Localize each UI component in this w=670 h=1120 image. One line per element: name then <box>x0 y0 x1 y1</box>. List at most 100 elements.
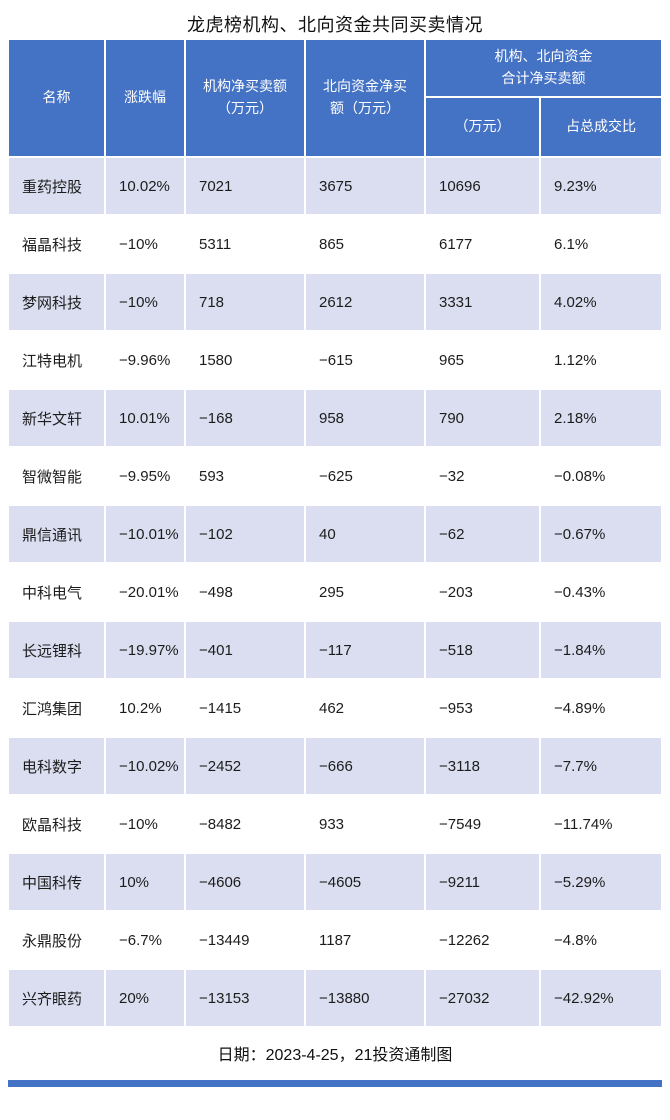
cell-change-pct: 10.01% <box>104 388 186 448</box>
cell-stock-name: 江特电机 <box>7 330 106 390</box>
table-row: 重药控股 10.02% 7021 3675 10696 9.23% <box>7 156 663 216</box>
cell-stock-name: 梦网科技 <box>7 272 106 332</box>
cell-change-pct: −20.01% <box>104 562 186 622</box>
cell-northbound-net: −13880 <box>304 968 426 1028</box>
cell-combined-net: −518 <box>424 620 541 680</box>
cell-combined-net: −27032 <box>424 968 541 1028</box>
cell-turnover-ratio: −0.08% <box>539 446 663 506</box>
cell-stock-name: 智微智能 <box>7 446 106 506</box>
cell-stock-name: 兴齐眼药 <box>7 968 106 1028</box>
cell-change-pct: −9.96% <box>104 330 186 390</box>
cell-change-pct: −10.02% <box>104 736 186 796</box>
cell-northbound-net: 2612 <box>304 272 426 332</box>
cell-stock-name: 汇鸿集团 <box>7 678 106 738</box>
cell-combined-net: 3331 <box>424 272 541 332</box>
cell-northbound-net: −625 <box>304 446 426 506</box>
table-row: 汇鸿集团 10.2% −1415 462 −953 −4.89% <box>7 678 663 738</box>
cell-northbound-net: 40 <box>304 504 426 564</box>
cell-institution-net: −1415 <box>184 678 306 738</box>
col-header-combined-group: 机构、北向资金 合计净买卖额 <box>424 38 663 98</box>
cell-institution-net: 5311 <box>184 214 306 274</box>
cell-institution-net: −401 <box>184 620 306 680</box>
cell-combined-net: −3118 <box>424 736 541 796</box>
footer-note: 日期：2023-4-25，21投资通制图 <box>7 1026 663 1080</box>
cell-institution-net: −2452 <box>184 736 306 796</box>
col-header-turnover-ratio: 占总成交比 <box>539 96 663 158</box>
cell-stock-name: 中科电气 <box>7 562 106 622</box>
table-row: 梦网科技 −10% 718 2612 3331 4.02% <box>7 272 663 332</box>
cell-combined-net: 10696 <box>424 156 541 216</box>
cell-northbound-net: 295 <box>304 562 426 622</box>
table-footer: 日期：2023-4-25，21投资通制图 <box>7 1026 663 1080</box>
cell-stock-name: 重药控股 <box>7 156 106 216</box>
table-row: 鼎信通讯 −10.01% −102 40 −62 −0.67% <box>7 504 663 564</box>
cell-northbound-net: 462 <box>304 678 426 738</box>
cell-change-pct: 10% <box>104 852 186 912</box>
cell-change-pct: 10.02% <box>104 156 186 216</box>
cell-combined-net: −12262 <box>424 910 541 970</box>
cell-northbound-net: −117 <box>304 620 426 680</box>
cell-turnover-ratio: 9.23% <box>539 156 663 216</box>
stock-flow-table: 名称 涨跌幅 机构净买卖额 （万元） 北向资金净买 额（万元） 机构、北向资金 … <box>7 38 663 1080</box>
cell-combined-net: −32 <box>424 446 541 506</box>
cell-change-pct: 10.2% <box>104 678 186 738</box>
cell-combined-net: −9211 <box>424 852 541 912</box>
cell-institution-net: 7021 <box>184 156 306 216</box>
cell-northbound-net: 958 <box>304 388 426 448</box>
cell-change-pct: −10% <box>104 214 186 274</box>
col-header-institution-net: 机构净买卖额 （万元） <box>184 38 306 158</box>
cell-turnover-ratio: −4.8% <box>539 910 663 970</box>
cell-institution-net: −498 <box>184 562 306 622</box>
table-row: 江特电机 −9.96% 1580 −615 965 1.12% <box>7 330 663 390</box>
cell-institution-net: 1580 <box>184 330 306 390</box>
cell-stock-name: 电科数字 <box>7 736 106 796</box>
cell-turnover-ratio: 6.1% <box>539 214 663 274</box>
table-row: 兴齐眼药 20% −13153 −13880 −27032 −42.92% <box>7 968 663 1028</box>
cell-combined-net: 965 <box>424 330 541 390</box>
cell-institution-net: −168 <box>184 388 306 448</box>
cell-stock-name: 欧晶科技 <box>7 794 106 854</box>
cell-institution-net: −102 <box>184 504 306 564</box>
table-row: 福晶科技 −10% 5311 865 6177 6.1% <box>7 214 663 274</box>
table-row: 中科电气 −20.01% −498 295 −203 −0.43% <box>7 562 663 622</box>
cell-change-pct: −10% <box>104 794 186 854</box>
cell-combined-net: −953 <box>424 678 541 738</box>
table-row: 中国科传 10% −4606 −4605 −9211 −5.29% <box>7 852 663 912</box>
cell-northbound-net: 933 <box>304 794 426 854</box>
cell-combined-net: 6177 <box>424 214 541 274</box>
cell-turnover-ratio: −7.7% <box>539 736 663 796</box>
table-header: 名称 涨跌幅 机构净买卖额 （万元） 北向资金净买 额（万元） 机构、北向资金 … <box>7 38 663 158</box>
cell-northbound-net: −4605 <box>304 852 426 912</box>
table-row: 永鼎股份 −6.7% −13449 1187 −12262 −4.8% <box>7 910 663 970</box>
cell-institution-net: 593 <box>184 446 306 506</box>
cell-institution-net: −13449 <box>184 910 306 970</box>
table-row: 智微智能 −9.95% 593 −625 −32 −0.08% <box>7 446 663 506</box>
cell-northbound-net: −615 <box>304 330 426 390</box>
cell-turnover-ratio: 2.18% <box>539 388 663 448</box>
page-title: 龙虎榜机构、北向资金共同买卖情况 <box>187 15 483 35</box>
cell-turnover-ratio: 4.02% <box>539 272 663 332</box>
cell-northbound-net: 865 <box>304 214 426 274</box>
cell-northbound-net: −666 <box>304 736 426 796</box>
table-row: 新华文轩 10.01% −168 958 790 2.18% <box>7 388 663 448</box>
cell-change-pct: −6.7% <box>104 910 186 970</box>
cell-combined-net: 790 <box>424 388 541 448</box>
cell-northbound-net: 3675 <box>304 156 426 216</box>
table-row: 电科数字 −10.02% −2452 −666 −3118 −7.7% <box>7 736 663 796</box>
cell-turnover-ratio: −4.89% <box>539 678 663 738</box>
cell-turnover-ratio: −42.92% <box>539 968 663 1028</box>
cell-turnover-ratio: −0.67% <box>539 504 663 564</box>
bottom-accent-bar <box>8 1080 662 1087</box>
cell-change-pct: −10% <box>104 272 186 332</box>
col-header-combined-amount: （万元） <box>424 96 541 158</box>
table-body: 重药控股 10.02% 7021 3675 10696 9.23% 福晶科技 −… <box>7 156 663 1028</box>
cell-institution-net: −13153 <box>184 968 306 1028</box>
cell-change-pct: −9.95% <box>104 446 186 506</box>
cell-stock-name: 长远锂科 <box>7 620 106 680</box>
col-header-name: 名称 <box>7 38 106 158</box>
col-header-change-pct: 涨跌幅 <box>104 38 186 158</box>
cell-stock-name: 中国科传 <box>7 852 106 912</box>
cell-turnover-ratio: 1.12% <box>539 330 663 390</box>
cell-combined-net: −203 <box>424 562 541 622</box>
cell-stock-name: 鼎信通讯 <box>7 504 106 564</box>
